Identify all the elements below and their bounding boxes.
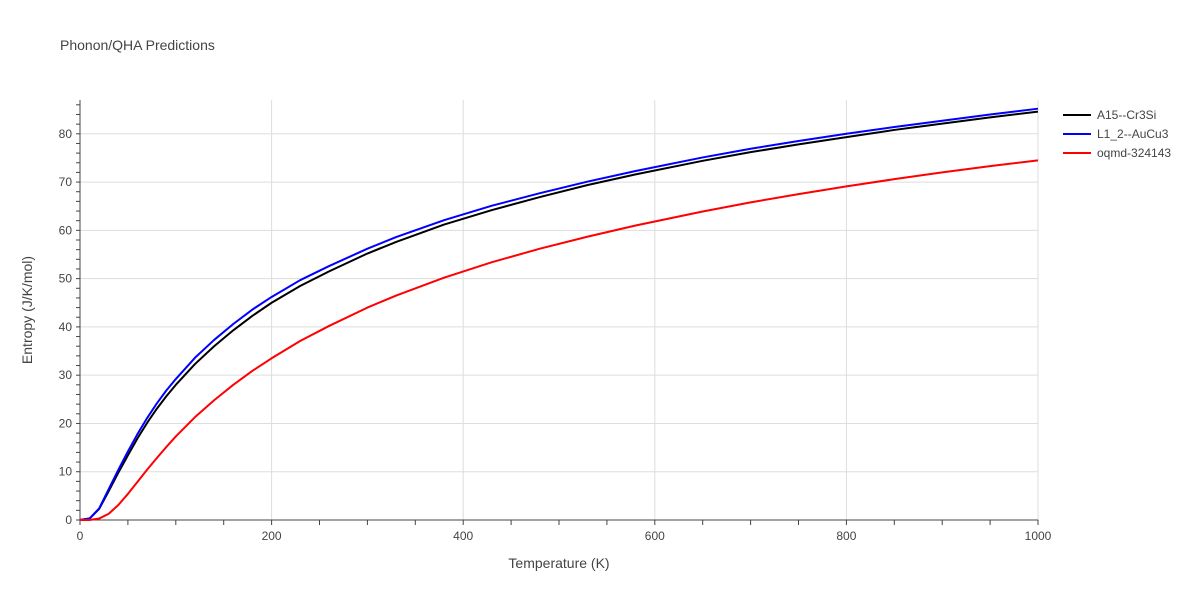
axes: 0 200 400 600 800 1000 0 10 20 30 40 50 60 70 80 <box>59 100 1052 543</box>
series-line-oqmd-324143 <box>80 159 1039 521</box>
x-tick-label: 0 <box>77 529 84 543</box>
y-tick-label: 0 <box>65 513 72 527</box>
legend-label: oqmd-324143 <box>1097 146 1171 160</box>
y-tick-label: 60 <box>59 223 73 237</box>
legend-label: L1_2--AuCu3 <box>1097 127 1169 141</box>
y-tick-label: 30 <box>59 368 73 382</box>
x-tick-label: 800 <box>836 529 856 543</box>
legend-item[interactable]: L1_2--AuCu3 <box>1063 127 1169 141</box>
legend-item[interactable]: oqmd-324143 <box>1063 146 1171 160</box>
y-tick-label: 20 <box>59 416 73 430</box>
y-axis-title: Entropy (J/K/mol) <box>19 256 35 364</box>
y-tick-label: 10 <box>59 465 73 479</box>
x-tick-label: 1000 <box>1025 529 1052 543</box>
x-tick-label: 400 <box>453 529 473 543</box>
y-tick-label: 40 <box>59 320 73 334</box>
y-tick-label: 80 <box>59 127 73 141</box>
chart-title: Phonon/QHA Predictions <box>60 37 215 53</box>
y-tick-label: 50 <box>59 272 73 286</box>
grid <box>80 100 1039 520</box>
legend[interactable]: A15--Cr3Si L1_2--AuCu3 oqmd-324143 <box>1063 108 1171 160</box>
series-line-A15--Cr3Si <box>79 110 1039 521</box>
legend-label: A15--Cr3Si <box>1097 108 1156 122</box>
legend-item[interactable]: A15--Cr3Si <box>1063 108 1156 122</box>
series-lines <box>79 107 1039 521</box>
x-tick-label: 600 <box>645 529 665 543</box>
y-tick-label: 70 <box>59 175 73 189</box>
x-axis-title: Temperature (K) <box>508 555 609 571</box>
series-line-L1_2--AuCu3 <box>79 107 1039 521</box>
x-tick-label: 200 <box>262 529 282 543</box>
